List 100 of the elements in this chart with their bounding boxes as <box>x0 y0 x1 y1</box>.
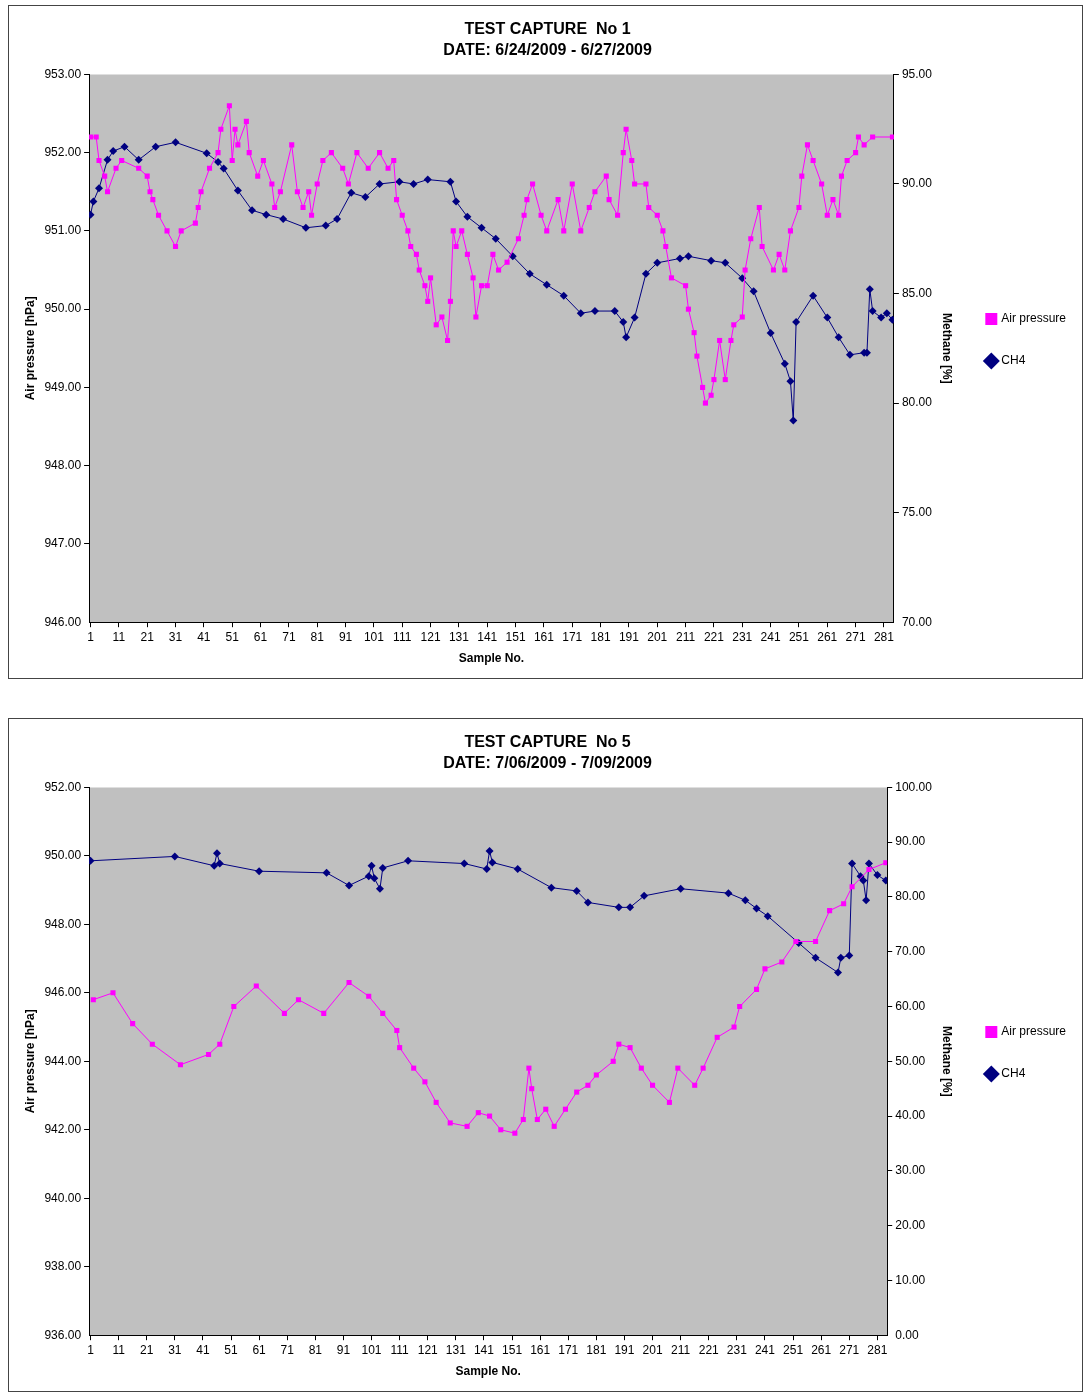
point <box>513 865 522 874</box>
x-tick-label: 181 <box>590 629 611 644</box>
point <box>543 1106 549 1112</box>
point <box>367 861 376 870</box>
legend-label: CH4 <box>1001 353 1026 368</box>
point <box>485 846 494 855</box>
x-tick-label: 161 <box>530 1342 551 1357</box>
point <box>866 867 872 873</box>
point <box>512 1130 518 1136</box>
y2-tick-label: 0.00 <box>895 1327 919 1342</box>
x-tick-label: 31 <box>168 1342 182 1357</box>
x-tick-label: 11 <box>112 629 126 644</box>
y-tick-label: 940.00 <box>44 1190 82 1205</box>
x-tick-label: 111 <box>390 1342 410 1357</box>
point <box>90 997 96 1003</box>
point <box>215 859 224 868</box>
legend-label: Air pressure <box>1001 311 1067 326</box>
x-tick-label: 201 <box>647 629 668 644</box>
point <box>551 1123 557 1129</box>
x-tick-label: 211 <box>671 1342 691 1357</box>
point <box>873 871 882 880</box>
point <box>779 959 785 965</box>
x-tick-label: 241 <box>754 1342 776 1357</box>
x-tick-label: 201 <box>642 1342 663 1357</box>
x-tick-label: 81 <box>308 1342 323 1357</box>
x-tick-label: 251 <box>783 1342 804 1357</box>
x-tick-label: 41 <box>197 629 211 644</box>
point <box>447 1120 453 1126</box>
x-axis-title: Sample No. <box>455 1364 521 1379</box>
point <box>813 938 819 945</box>
point <box>650 1082 656 1088</box>
x-tick-label: 81 <box>310 629 325 644</box>
y2-tick-label: 80.00 <box>895 889 926 904</box>
point <box>666 1099 672 1105</box>
point <box>811 953 820 962</box>
point <box>345 881 354 890</box>
x-tick-label: 51 <box>225 629 240 644</box>
point <box>574 1089 580 1095</box>
x-tick-label: 281 <box>867 1342 888 1357</box>
x-tick-label: 151 <box>505 629 526 644</box>
point <box>487 1113 493 1119</box>
y2-tick-label: 80.00 <box>901 395 933 410</box>
x-tick-label: 61 <box>253 629 268 644</box>
x-tick-label: 191 <box>614 1342 635 1357</box>
point <box>859 876 868 885</box>
y2-tick-label: 60.00 <box>895 998 926 1013</box>
x-tick-label: 11 <box>112 1342 126 1357</box>
point <box>231 1003 237 1010</box>
x-tick-label: 141 <box>473 1342 495 1357</box>
y-axis-title: Air pressure [hPa] <box>22 296 37 401</box>
point <box>616 1041 622 1047</box>
x-tick-label: 231 <box>726 1342 748 1357</box>
x-tick-label: 121 <box>417 1342 439 1357</box>
x-tick-label: 61 <box>252 1342 267 1357</box>
y-tick-label: 948.00 <box>44 916 82 931</box>
point <box>526 1065 532 1071</box>
point <box>836 953 845 962</box>
point <box>375 884 384 893</box>
x-tick-label: 131 <box>448 629 470 644</box>
point <box>849 884 855 890</box>
x-tick-label: 221 <box>698 1342 720 1357</box>
point <box>547 883 556 892</box>
point <box>482 865 491 874</box>
point <box>841 901 847 907</box>
x-tick-label: 121 <box>420 629 441 644</box>
y-tick-label: 947.00 <box>44 536 82 551</box>
x-tick-label: 241 <box>760 629 781 644</box>
legend-label: CH4 <box>1001 1066 1026 1081</box>
point <box>295 997 302 1003</box>
point <box>676 884 685 893</box>
point <box>752 904 761 913</box>
x-tick-label: 71 <box>280 1342 295 1357</box>
point <box>763 912 772 921</box>
point <box>731 1024 737 1030</box>
x-tick-label: 181 <box>586 1342 607 1357</box>
y2-tick-label: 20.00 <box>895 1217 926 1232</box>
point <box>130 1021 136 1027</box>
point <box>762 966 768 972</box>
point <box>110 990 116 996</box>
point <box>475 1110 481 1116</box>
y2-tick-label: 40.00 <box>895 1108 926 1123</box>
point <box>692 1082 698 1088</box>
legend-label: Air pressure <box>1001 1024 1067 1039</box>
y-tick-label: 946.00 <box>44 985 82 1000</box>
y2-tick-label: 90.00 <box>901 176 933 191</box>
chart-subtitle: DATE: 7/06/2009 - 7/09/2009 <box>443 754 652 772</box>
point <box>281 1010 287 1016</box>
y-tick-label: 953.00 <box>44 66 82 81</box>
y-tick-label: 952.00 <box>44 779 82 794</box>
point <box>593 1072 599 1078</box>
x-tick-label: 131 <box>445 1342 467 1357</box>
y2-tick-label: 70.00 <box>901 614 933 629</box>
point <box>380 1010 386 1016</box>
x-tick-label: 141 <box>477 629 498 644</box>
x-tick-label: 151 <box>502 1342 523 1357</box>
y-tick-label: 942.00 <box>44 1122 82 1137</box>
point <box>534 1116 540 1123</box>
point <box>626 903 635 912</box>
point <box>149 1041 155 1047</box>
x-tick-label: 91 <box>336 1342 351 1357</box>
